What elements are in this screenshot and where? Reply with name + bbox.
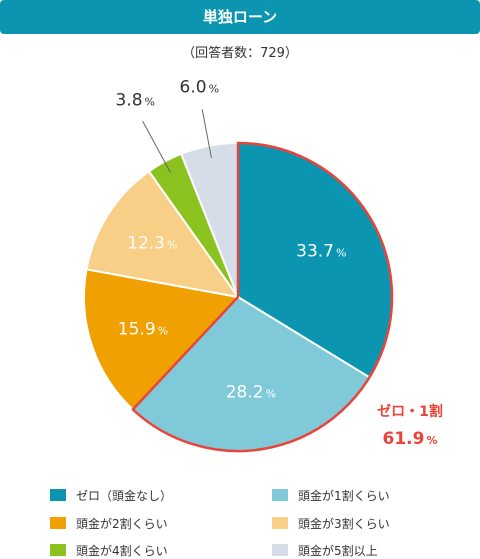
legend-item: 頭金が5割以上 [272,542,378,558]
chart-subtitle: （回答者数：729） [182,46,298,61]
legend-label: 頭金が2割くらい [76,516,168,531]
legend-item: 頭金が2割くらい [50,515,168,531]
slice-label-1: 33.7% [296,241,346,261]
legend-swatch [50,517,66,529]
leader-line-6 [201,109,212,158]
leader-line-5 [142,120,171,173]
legend-swatch [50,489,66,501]
slice-label-3: 15.9% [118,319,168,339]
legend-swatch [272,544,288,556]
slice-label-5: 3.8% [115,90,155,110]
slice-label-2: 28.2% [226,383,276,403]
pie-chart: 33.7 % 28.2 % 15.9 % 12.3 % 3.8 % 6.0 % ゼロ・1割 61.9% [83,77,443,453]
legend-swatch [272,517,288,529]
annotation-value: 61.9% [383,429,438,449]
legend-label: 頭金が1割くらい [298,488,390,503]
legend-item: ゼロ（頭金なし） [50,487,172,503]
pie-slice-3 [83,268,240,411]
highlight-outline [131,141,394,453]
slice-label-4: 12.3% [127,233,177,253]
annotation-label: ゼロ・1割 [377,403,443,420]
legend-item: 頭金が4割くらい [50,542,168,558]
slice-label-6: 6.0% [180,77,220,97]
pie-slice-4 [85,169,241,299]
legend-swatch [272,489,288,501]
legend-label: 頭金が4割くらい [76,543,168,558]
legend-item: 頭金が3割くらい [272,515,390,531]
chart-title: 単独ローン [202,8,278,26]
legend-swatch [50,544,66,556]
title-bar [0,0,480,34]
legend-item: 頭金が1割くらい [272,487,390,503]
legend-label: 頭金が5割以上 [298,543,378,558]
legend-label: 頭金が3割くらい [298,516,390,531]
legend-label: ゼロ（頭金なし） [76,488,173,503]
